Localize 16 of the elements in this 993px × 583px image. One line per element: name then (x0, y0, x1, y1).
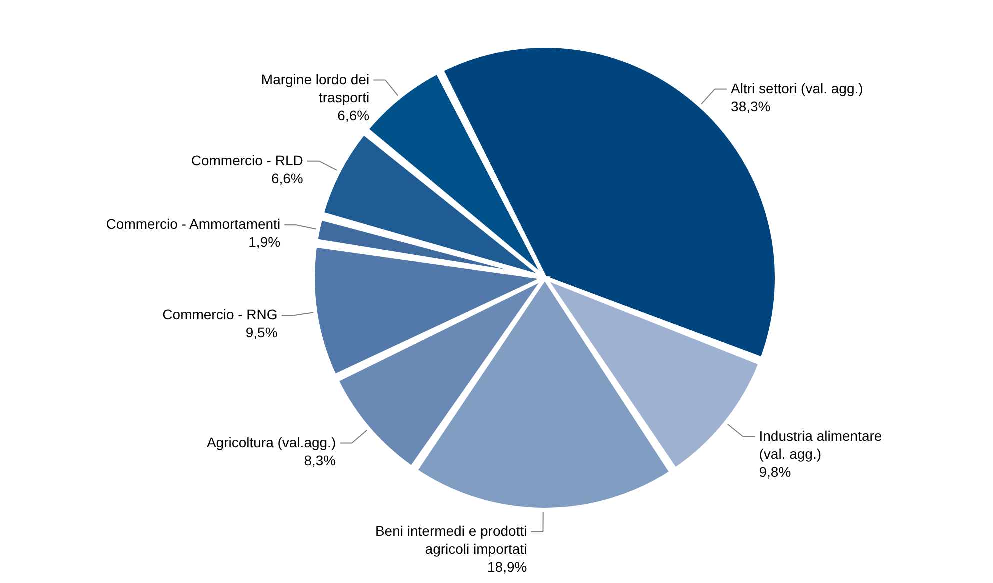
slice-label: Industria alimentare (val. agg.) (759, 428, 882, 462)
slice-label: Beni intermedi e prodotti agricoli importati (375, 522, 528, 557)
data-label: 9,8% (759, 464, 792, 480)
slice-label: Commercio - Ammortamenti (106, 216, 281, 232)
slice-label: Commercio - RNG (162, 306, 278, 323)
data-label: 6,6% (271, 170, 304, 186)
data-label: 1,9% (248, 234, 281, 250)
data-label: 18,9% (488, 558, 528, 575)
slice-label: Commercio - RLD (191, 152, 304, 168)
data-label: 8,3% (304, 452, 336, 468)
slice-label: Margine lordo dei trasporti (261, 71, 370, 106)
data-label: 9,5% (246, 324, 278, 341)
slice-label: Altri settori (val. agg.) (731, 80, 864, 96)
data-label: 38,3% (731, 98, 771, 114)
slice-label: Agricoltura (val.agg.) (206, 434, 336, 450)
data-label: 6,6% (338, 107, 370, 124)
